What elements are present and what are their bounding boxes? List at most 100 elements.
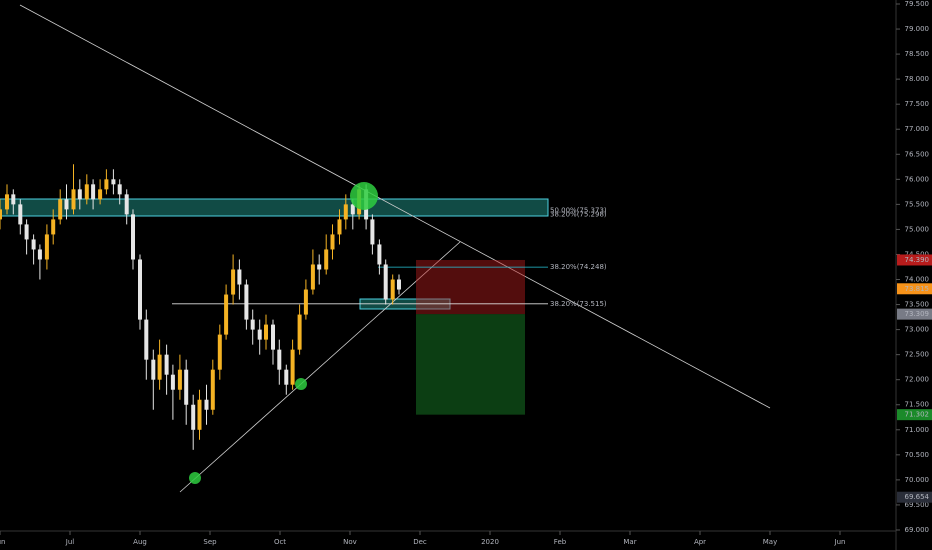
candle-body xyxy=(197,399,202,430)
candle-body xyxy=(383,264,388,300)
candle-body xyxy=(18,204,23,225)
y-tick-label: 74.000 xyxy=(905,276,930,284)
level-label: 38.20%(73.515) xyxy=(550,300,607,308)
candle-body xyxy=(191,404,196,430)
price-tag xyxy=(897,409,932,421)
y-tick-label: 71.500 xyxy=(905,401,930,409)
y-tick-label: 75.500 xyxy=(905,200,930,208)
candle-body xyxy=(310,264,315,290)
candle-body xyxy=(84,184,89,200)
candle-body xyxy=(117,184,122,195)
candle-body xyxy=(317,264,322,270)
y-tick-label: 79.000 xyxy=(905,25,930,33)
marker-circle xyxy=(189,472,201,484)
candle-body xyxy=(111,179,116,185)
x-tick-label: Feb xyxy=(554,538,567,546)
y-tick-label: 73.000 xyxy=(905,326,930,334)
level-label: 38.20%(74.248) xyxy=(550,263,607,271)
candle-body xyxy=(244,284,249,320)
stop-zone xyxy=(416,259,525,315)
x-tick-label: Jul xyxy=(65,538,75,546)
candle-body xyxy=(284,369,289,385)
resistance-zone xyxy=(0,198,549,217)
x-tick-label: Apr xyxy=(694,538,706,546)
price-tag-label: 71.302 xyxy=(905,411,930,419)
price-tag-label: 73.309 xyxy=(905,310,930,318)
candle-body xyxy=(257,329,262,340)
candle-body xyxy=(104,179,109,190)
marker-circle xyxy=(295,378,307,390)
price-tag-label: 74.390 xyxy=(905,256,930,264)
candle-body xyxy=(290,349,295,385)
candle-body xyxy=(138,259,142,320)
candle-body xyxy=(350,204,355,215)
candle-body xyxy=(277,349,282,370)
candle-body xyxy=(58,199,63,220)
target-zone xyxy=(416,314,525,415)
y-tick-label: 73.500 xyxy=(905,301,930,309)
y-tick-label: 72.000 xyxy=(905,376,930,384)
descending-trendline xyxy=(19,4,771,409)
x-tick-label: Aug xyxy=(133,538,147,546)
candle-body xyxy=(271,324,275,350)
y-tick-label: 77.500 xyxy=(905,100,930,108)
price-tag xyxy=(897,491,932,503)
price-tag xyxy=(897,308,932,320)
y-tick-label: 70.000 xyxy=(905,476,930,484)
x-tick-label: Jun xyxy=(0,538,5,546)
ascending-trendline xyxy=(179,241,461,493)
x-tick-label: Mar xyxy=(623,538,636,546)
y-tick-label: 78.500 xyxy=(905,50,930,58)
y-tick-label: 77.000 xyxy=(905,125,930,133)
candle-body xyxy=(0,209,2,220)
x-tick-label: Sep xyxy=(203,538,217,546)
x-tick-label: Nov xyxy=(343,538,357,546)
candle-body xyxy=(397,279,401,290)
candle-body xyxy=(217,334,222,370)
y-tick-label: 71.000 xyxy=(905,426,930,434)
candle-body xyxy=(71,189,76,210)
candle-body xyxy=(98,189,103,200)
candle-body xyxy=(44,234,49,260)
candle-body xyxy=(337,219,342,235)
y-tick-label: 75.000 xyxy=(905,225,930,233)
candle-body xyxy=(144,319,149,360)
marker-circle xyxy=(350,182,378,210)
price-tag xyxy=(897,283,932,295)
x-tick-label: Jun xyxy=(834,538,846,546)
candle-body xyxy=(210,369,215,410)
y-tick-label: 69.000 xyxy=(905,526,930,534)
price-tag-label: 73.815 xyxy=(905,285,930,293)
y-tick-label: 69.500 xyxy=(905,501,930,509)
candles xyxy=(0,164,401,450)
candle-body xyxy=(170,374,175,390)
candle-body xyxy=(204,399,209,410)
y-tick-label: 70.500 xyxy=(905,451,930,459)
candle-body xyxy=(231,269,236,295)
candle-body xyxy=(390,279,395,300)
candle-body xyxy=(24,224,29,240)
level-label: 50.00%(75.373) xyxy=(550,207,607,215)
price-tag xyxy=(897,254,932,266)
overlay: 50.00%(75.373)38.20%(75.298) 38.20%(74.24… xyxy=(189,182,607,484)
candle-body xyxy=(151,359,156,380)
x-tick-label: May xyxy=(763,538,777,546)
candle-body xyxy=(164,354,169,375)
candle-body xyxy=(157,354,162,380)
candle-body xyxy=(64,199,69,210)
x-tick-label: Oct xyxy=(274,538,286,546)
candle-body xyxy=(303,289,308,315)
candle-body xyxy=(264,324,268,340)
candle-body xyxy=(330,234,335,250)
y-tick-label: 74.500 xyxy=(905,250,930,258)
candle-body xyxy=(224,294,229,335)
candle-body xyxy=(11,194,16,205)
y-tick-label: 76.500 xyxy=(905,150,930,158)
price-tag-label: 69.654 xyxy=(905,493,930,501)
y-tick-label: 79.500 xyxy=(905,0,930,8)
y-tick-label: 72.500 xyxy=(905,351,930,359)
candle-body xyxy=(124,194,129,215)
